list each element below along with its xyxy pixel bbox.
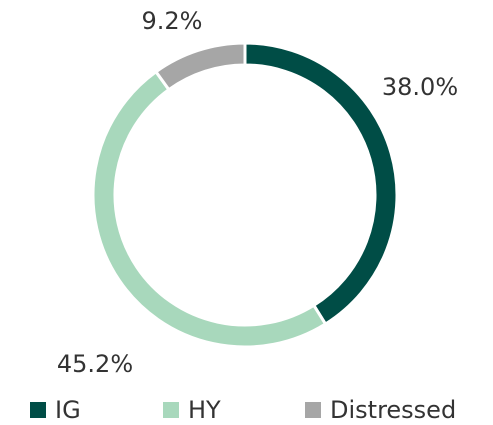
data-label: 38.0%	[382, 73, 458, 101]
donut-segment	[153, 41, 247, 92]
legend-swatch	[30, 402, 46, 418]
legend-label: IG	[55, 396, 81, 424]
legend-label: Distressed	[330, 396, 456, 424]
data-label: 45.2%	[57, 350, 133, 378]
legend-swatch	[305, 402, 321, 418]
data-label: 9.2%	[142, 7, 203, 35]
donut-segment	[243, 41, 399, 327]
donut-segment	[91, 69, 328, 349]
legend-label: HY	[188, 396, 221, 424]
legend-swatch	[163, 402, 179, 418]
